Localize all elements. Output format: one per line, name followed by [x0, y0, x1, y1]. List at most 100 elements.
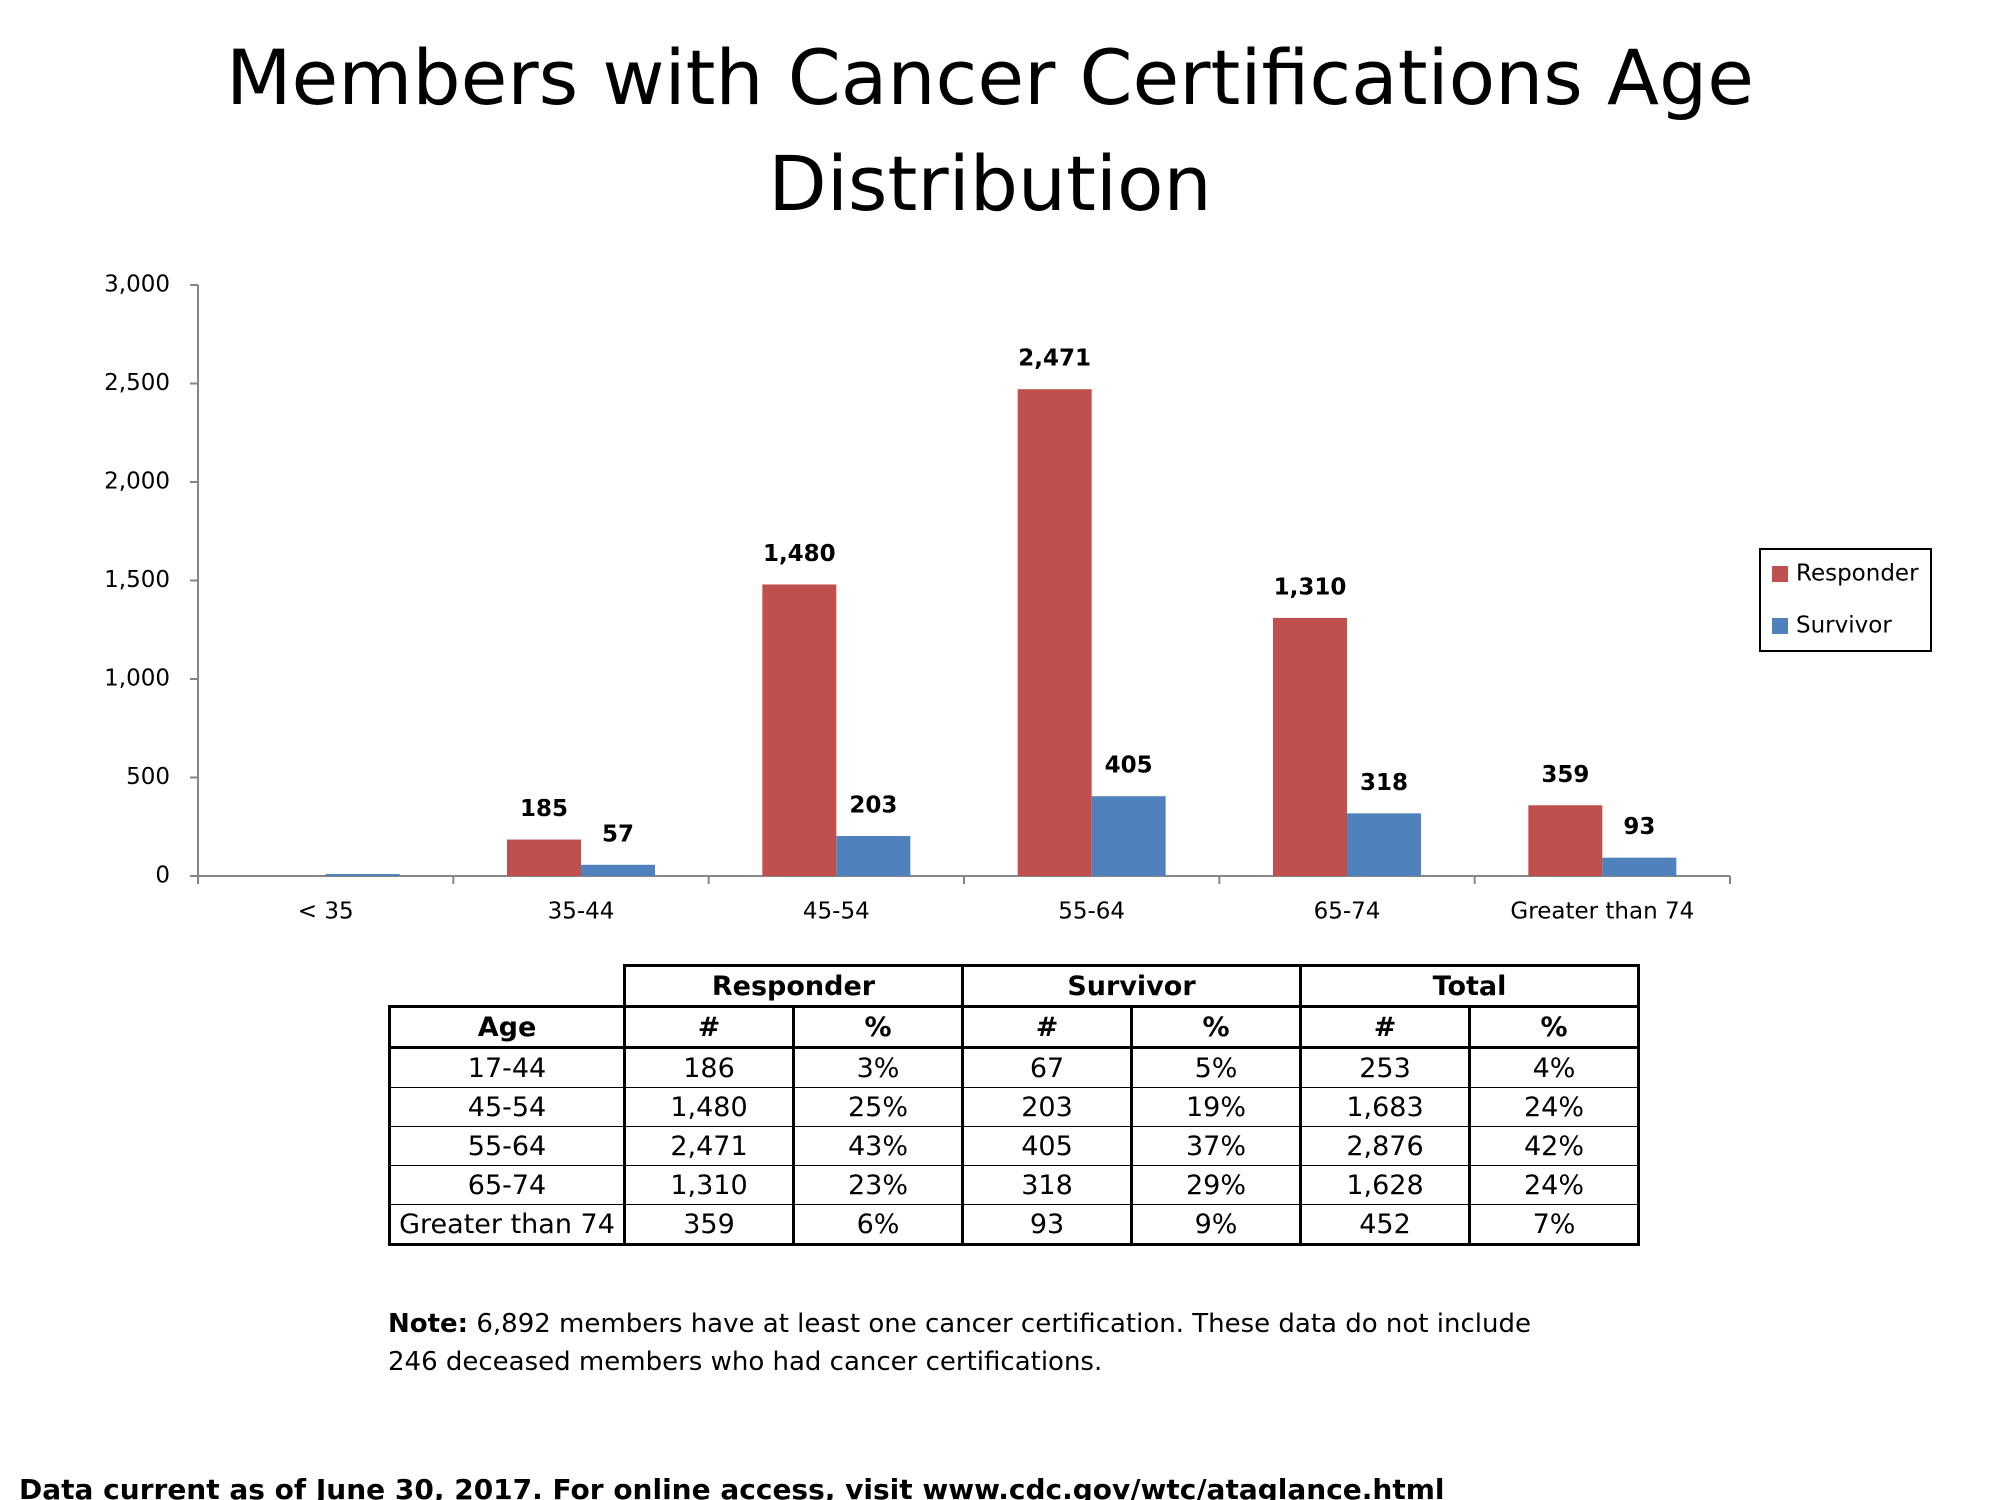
table-cell: 43%	[793, 1126, 964, 1166]
table-cell: 7%	[1469, 1204, 1640, 1246]
legend-label: Survivor	[1796, 613, 1892, 639]
table-cell: 45-54	[388, 1087, 626, 1127]
footer: Data current as of June 30, 2017. For on…	[19, 1473, 1445, 1500]
table-cell: 93	[961, 1204, 1133, 1246]
table-cell: 5%	[1131, 1047, 1302, 1088]
value-label: 1,480	[763, 541, 836, 567]
table-cell: 253	[1299, 1047, 1471, 1088]
table-row: 55-64 2,471 43% 405 37% 2,876 42%	[388, 1126, 1640, 1166]
value-label: 359	[1541, 762, 1589, 788]
column-header: %	[1469, 1005, 1640, 1049]
value-label: 2,471	[1018, 346, 1091, 372]
bar	[762, 584, 837, 876]
bar	[1528, 805, 1603, 876]
table-row: 65-74 1,310 23% 318 29% 1,628 24%	[388, 1165, 1640, 1205]
x-tick-label: 65-74	[1314, 899, 1381, 925]
column-header: %	[793, 1005, 964, 1049]
table-cell: 2,471	[623, 1126, 795, 1166]
column-header: %	[1131, 1005, 1302, 1049]
bar	[325, 874, 400, 876]
legend-box	[1759, 548, 1932, 652]
table-cell: 1,480	[623, 1087, 795, 1127]
column-header: #	[623, 1005, 795, 1049]
bar	[1091, 796, 1166, 876]
x-tick-label: Greater than 74	[1510, 899, 1694, 925]
table-cell: 6%	[793, 1204, 964, 1246]
column-header: #	[961, 1005, 1133, 1049]
x-tick-label: 35-44	[548, 899, 615, 925]
table-corner	[389, 965, 625, 1008]
bar	[507, 839, 581, 876]
column-header: #	[1299, 1005, 1471, 1049]
value-label: 318	[1360, 770, 1408, 796]
table-cell: Greater than 74	[388, 1204, 626, 1246]
bar	[1602, 857, 1677, 876]
table-cell: 65-74	[388, 1165, 626, 1205]
table-cell: 1,683	[1299, 1087, 1471, 1127]
bar	[836, 836, 911, 876]
table-cell: 67	[961, 1047, 1133, 1088]
y-tick-label: 1,500	[104, 567, 170, 593]
x-tick-label: < 35	[298, 899, 354, 925]
table-cell: 9%	[1131, 1204, 1302, 1246]
value-label: 203	[849, 793, 897, 819]
table-row: Greater than 74 359 6% 93 9% 452 7%	[388, 1204, 1640, 1246]
bar	[1273, 617, 1347, 876]
y-tick-label: 500	[126, 764, 170, 790]
table-cell: 55-64	[388, 1126, 626, 1166]
table-cell: 25%	[793, 1087, 964, 1127]
table-cell: 2,876	[1299, 1126, 1471, 1166]
x-tick-label: 55-64	[1058, 899, 1125, 925]
table-cell: 37%	[1131, 1126, 1302, 1166]
value-label: 405	[1105, 753, 1153, 779]
table-row: Age #% #% #%	[388, 1005, 1640, 1049]
data-table: Responder Survivor Total Age #% #% #% 17-44 186 3…	[388, 964, 1640, 1246]
value-label: 57	[602, 821, 634, 847]
value-label: 185	[520, 796, 568, 822]
table-cell: 452	[1299, 1204, 1471, 1246]
table-cell: 23%	[793, 1165, 964, 1205]
table-cell: 24%	[1469, 1165, 1640, 1205]
y-tick-label: 1,000	[104, 666, 170, 692]
note-text: 6,892 members have at least one cancer c…	[388, 1309, 1531, 1377]
group-header: Total	[1299, 964, 1640, 1008]
chart: 0 500 1,000 1,500 2,000 2,500 3,000 < 35 35-44 18…	[104, 272, 1932, 925]
column-header: Age	[388, 1005, 626, 1049]
x-tick-label: 45-54	[803, 899, 870, 925]
y-tick-label: 3,000	[104, 272, 170, 298]
legend-label: Responder	[1796, 561, 1919, 587]
bar	[1017, 389, 1092, 876]
table-cell: 19%	[1131, 1087, 1302, 1127]
legend-swatch	[1772, 618, 1788, 634]
y-tick-label: 2,000	[104, 469, 170, 495]
chart-title: Members with Cancer Certifications Age D…	[225, 33, 1755, 228]
table-row: 45-54 1,480 25% 203 19% 1,683 24%	[388, 1087, 1640, 1127]
legend-swatch	[1772, 566, 1788, 582]
table-cell: 29%	[1131, 1165, 1302, 1205]
table-cell: 1,310	[623, 1165, 795, 1205]
value-label: 93	[1623, 814, 1655, 840]
table-cell: 17-44	[388, 1047, 626, 1088]
table-cell: 3%	[793, 1047, 964, 1088]
table-cell: 1,628	[1299, 1165, 1471, 1205]
table-cell: 405	[961, 1126, 1133, 1166]
table-cell: 24%	[1469, 1087, 1640, 1127]
table-row: Responder Survivor Total	[389, 964, 1640, 1008]
group-header: Survivor	[961, 964, 1302, 1008]
table-row: 17-44 186 3% 67 5% 253 4%	[388, 1047, 1640, 1088]
table-cell: 359	[623, 1204, 795, 1246]
note-label: Note:	[388, 1309, 469, 1339]
bar	[581, 864, 655, 876]
table-cell: 318	[961, 1165, 1133, 1205]
table-cell: 4%	[1469, 1047, 1640, 1088]
y-tick-label: 0	[155, 863, 170, 889]
bar	[1347, 813, 1421, 876]
y-tick-label: 2,500	[104, 370, 170, 396]
table-cell: 203	[961, 1087, 1133, 1127]
table-cell: 186	[623, 1047, 795, 1088]
value-label: 1,310	[1274, 574, 1347, 600]
table-cell: 42%	[1469, 1126, 1640, 1166]
note: Note: 6,892 members have at least one ca…	[388, 1305, 1588, 1381]
group-header: Responder	[623, 964, 964, 1008]
